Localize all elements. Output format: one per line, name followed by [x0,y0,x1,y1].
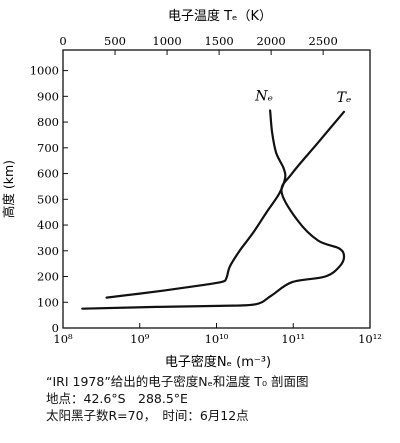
top-tick-label: 0 [59,34,66,48]
top-tick-label: 500 [104,34,126,48]
y-tick-label: 800 [37,115,59,129]
top-tick-label: 1000 [152,34,181,48]
series-label-te: Tₑ [337,90,352,106]
y-axis-ticks: 0 100 200 300 400 500 600 700 800 900 1000 [30,64,68,335]
bottom-axis-label: 电子密度Nₑ (m⁻³) [165,354,271,370]
y-tick-label: 200 [37,270,59,284]
top-tick-label: 2500 [309,34,338,48]
y-tick-label: 500 [37,192,59,206]
y-tick-label: 400 [37,218,59,232]
y-tick-label: 100 [37,295,59,309]
y-tick-label: 700 [37,141,59,155]
y-tick-label: 600 [37,167,59,181]
top-tick-label: 2000 [256,34,285,48]
caption-line-2: 地点：42.6°S 288.5°E [46,391,188,406]
y-tick-label: 300 [37,244,59,258]
bottom-tick-label: 10¹¹ [281,332,305,346]
bottom-tick-label: 10¹² [358,332,382,346]
y-tick-label: 1000 [30,64,59,78]
series-line-te [81,110,346,310]
top-axis-ticks: 0 500 1000 1500 2000 2500 [59,34,338,55]
top-axis-label: 电子温度 Tₑ（K） [168,8,272,24]
y-tick-label: 900 [37,89,59,103]
bottom-axis-ticks: 10⁸ 10⁹ 10¹⁰ 10¹¹ 10¹² [53,323,382,346]
series-label-ne: Nₑ [254,88,273,104]
y-axis-label: 高度 (km) [1,160,16,218]
bottom-tick-label: 10⁹ [130,332,150,346]
caption-line-3: 太阳黑子数R=70， 时间：6月12点 [46,408,249,423]
y-tick-label: 0 [52,321,59,335]
top-tick-label: 1500 [204,34,233,48]
caption-line-1: “IRI 1978”给出的电子密度Nₑ和温度 T₀ 剖面图 [46,374,309,389]
series-line-ne [105,109,287,299]
series-layer: Nₑ Tₑ [81,88,352,310]
bottom-tick-label: 10⁸ [53,332,73,346]
bottom-tick-label: 10¹⁰ [205,332,229,346]
plot-frame [62,49,371,329]
